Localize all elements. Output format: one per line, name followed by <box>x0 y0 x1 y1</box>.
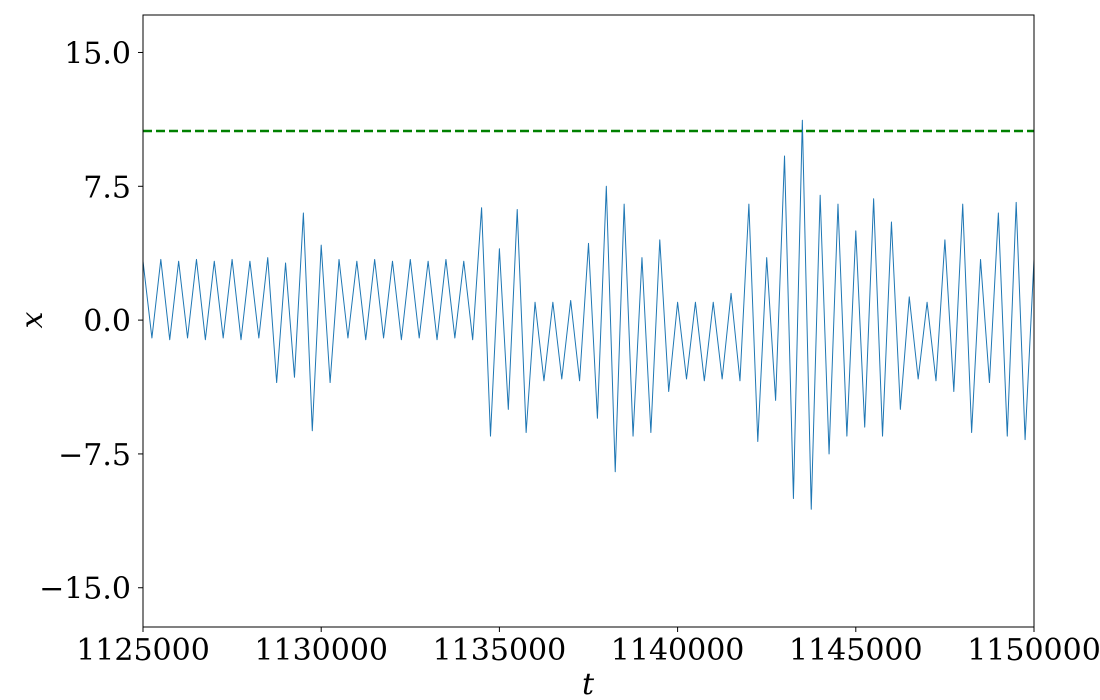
x-tick-label: 1145000 <box>789 633 923 668</box>
x-tick-label: 1135000 <box>433 633 567 668</box>
x-tick-label: 1130000 <box>254 633 388 668</box>
y-tick-label: 15.0 <box>64 36 131 71</box>
y-axis-label: x <box>15 311 50 328</box>
plot-frame <box>142 14 1035 628</box>
y-tick-label: −15.0 <box>39 572 131 607</box>
y-tick-label: 0.0 <box>83 304 131 339</box>
data-line <box>142 119 1035 510</box>
x-tick-label: 1125000 <box>76 633 210 668</box>
y-tick-label: −7.5 <box>58 438 131 473</box>
x-axis-label: t <box>582 667 595 700</box>
y-tick-label: 7.5 <box>83 170 131 205</box>
x-tick-label: 1140000 <box>611 633 745 668</box>
x-tick-label: 1150000 <box>967 633 1100 668</box>
